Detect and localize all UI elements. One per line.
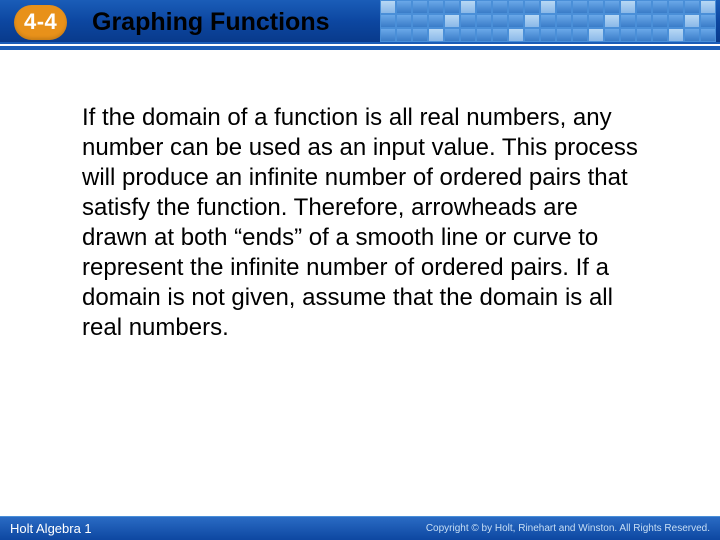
grid-cell — [524, 0, 540, 14]
grid-cell — [476, 0, 492, 14]
grid-cell — [428, 14, 444, 28]
grid-cell — [684, 28, 700, 42]
grid-cell — [396, 28, 412, 42]
grid-cell — [636, 14, 652, 28]
grid-cell — [492, 28, 508, 42]
grid-cell — [508, 28, 524, 42]
grid-cell — [380, 0, 396, 14]
grid-cell — [380, 14, 396, 28]
slide-title: Graphing Functions — [92, 8, 330, 37]
slide-header: 4-4 Graphing Functions — [0, 0, 720, 58]
grid-cell — [668, 0, 684, 14]
grid-cell — [428, 0, 444, 14]
grid-cell — [492, 0, 508, 14]
grid-cell — [572, 0, 588, 14]
grid-cell — [524, 14, 540, 28]
grid-cell — [444, 28, 460, 42]
grid-cell — [652, 14, 668, 28]
grid-cell — [636, 28, 652, 42]
grid-cell — [540, 14, 556, 28]
grid-cell — [652, 28, 668, 42]
grid-cell — [460, 0, 476, 14]
grid-cell — [572, 14, 588, 28]
grid-cell — [604, 28, 620, 42]
grid-cell — [540, 28, 556, 42]
footer-book-title: Holt Algebra 1 — [10, 521, 92, 536]
grid-cell — [684, 0, 700, 14]
header-underline — [0, 46, 720, 50]
grid-cell — [668, 28, 684, 42]
slide-footer: Holt Algebra 1 Copyright © by Holt, Rine… — [0, 516, 720, 540]
grid-cell — [476, 14, 492, 28]
grid-cell — [700, 14, 716, 28]
grid-cell — [588, 28, 604, 42]
grid-cell — [556, 14, 572, 28]
grid-cell — [508, 14, 524, 28]
grid-cell — [540, 0, 556, 14]
grid-cell — [636, 0, 652, 14]
grid-cell — [588, 0, 604, 14]
grid-cell — [588, 14, 604, 28]
grid-cell — [412, 0, 428, 14]
grid-cell — [604, 14, 620, 28]
grid-cell — [604, 0, 620, 14]
grid-cell — [556, 28, 572, 42]
grid-cell — [620, 0, 636, 14]
grid-cell — [460, 14, 476, 28]
grid-cell — [396, 0, 412, 14]
grid-cell — [396, 14, 412, 28]
grid-cell — [444, 0, 460, 14]
body-paragraph: If the domain of a function is all real … — [82, 103, 642, 343]
footer-copyright: Copyright © by Holt, Rinehart and Winsto… — [426, 523, 710, 534]
grid-cell — [620, 14, 636, 28]
grid-cell — [700, 0, 716, 14]
grid-cell — [428, 28, 444, 42]
grid-cell — [508, 0, 524, 14]
grid-cell — [444, 14, 460, 28]
grid-cell — [380, 28, 396, 42]
grid-cell — [572, 28, 588, 42]
grid-cell — [476, 28, 492, 42]
grid-cell — [460, 28, 476, 42]
grid-cell — [684, 14, 700, 28]
grid-cell — [668, 14, 684, 28]
header-grid-pattern — [380, 0, 720, 44]
grid-cell — [556, 0, 572, 14]
grid-cell — [492, 14, 508, 28]
grid-cell — [620, 28, 636, 42]
grid-cell — [412, 14, 428, 28]
grid-cell — [524, 28, 540, 42]
section-number-badge: 4-4 — [14, 5, 67, 40]
grid-cell — [700, 28, 716, 42]
grid-cell — [412, 28, 428, 42]
grid-cell — [652, 0, 668, 14]
